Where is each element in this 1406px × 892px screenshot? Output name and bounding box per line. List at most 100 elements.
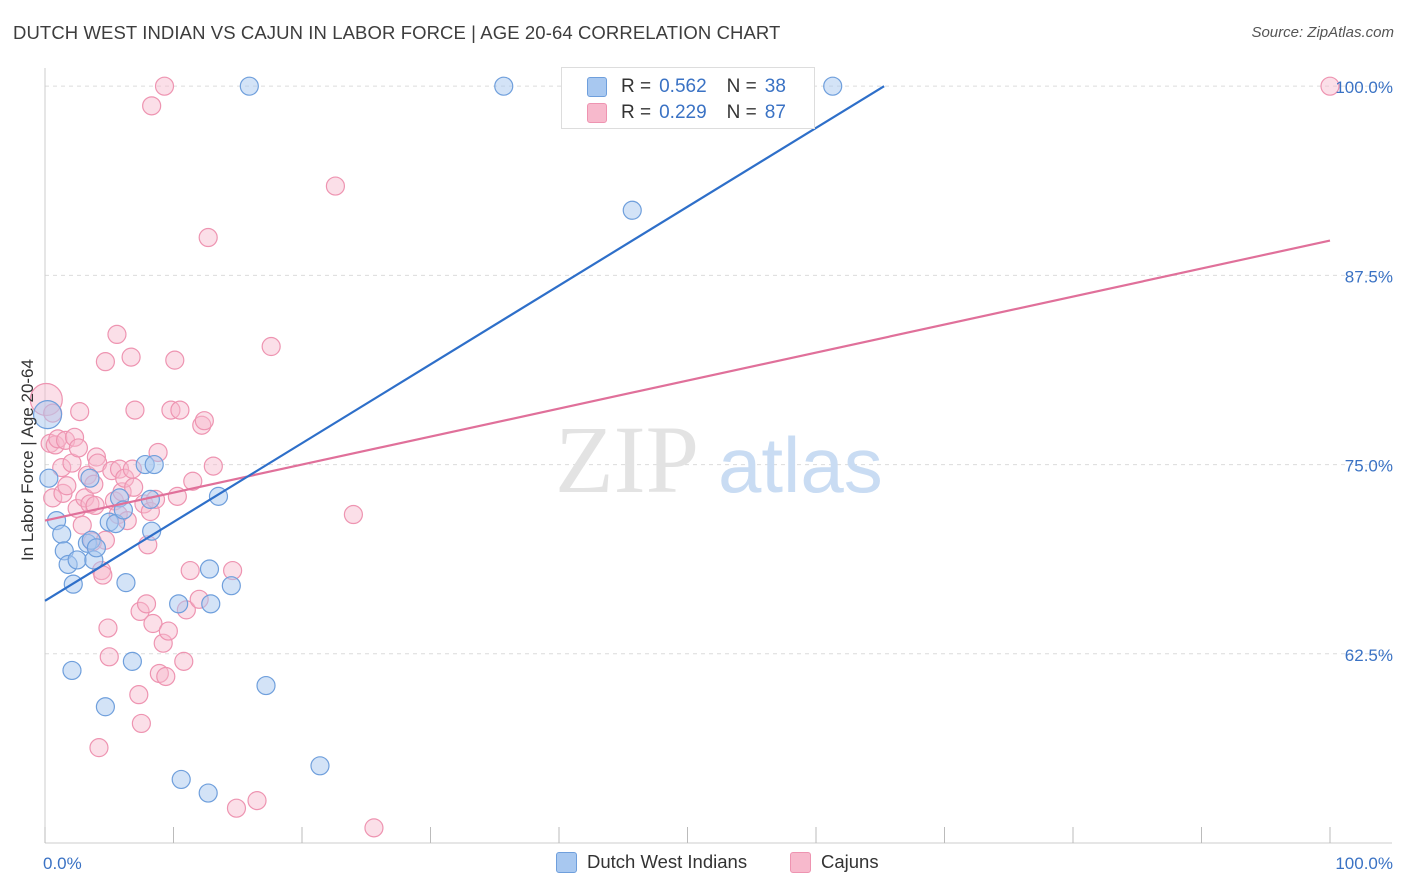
dutch-west-indian-point — [199, 559, 220, 579]
watermark-zip: ZIP — [555, 406, 699, 513]
cajun-point — [68, 438, 89, 458]
legend-row-dutch-west-indians: R = 0.562 N = 38 — [587, 74, 786, 100]
cajun-point — [48, 429, 68, 449]
cajun-point — [203, 456, 223, 476]
dutch-west-indian-point — [144, 454, 164, 475]
series-legend-cajuns: Cajuns — [790, 851, 879, 873]
dutch-west-indian-point — [39, 468, 59, 488]
gridlines — [45, 85, 1392, 655]
legend-n-label: N = — [726, 76, 757, 97]
cajun-point — [72, 515, 92, 535]
cajun-point — [64, 427, 85, 447]
dutch-west-indian-point — [256, 675, 276, 696]
cajun-point — [1320, 76, 1340, 96]
cajun-point — [343, 504, 363, 525]
legend-row-cajuns: R = 0.229 N = 87 — [587, 100, 786, 126]
trend-lines — [44, 85, 1331, 602]
correlation-legend: R = 0.562 N = 38 R = 0.229 N = 87 — [561, 67, 815, 129]
watermark-atlas: atlas — [718, 421, 883, 509]
dutch-west-indian-point — [201, 594, 221, 614]
cajun-point — [124, 477, 144, 497]
dutch-west-indian-point — [80, 468, 100, 488]
cajun-point — [75, 488, 95, 508]
dutch-west-indian-point — [95, 697, 115, 717]
cajun-point — [89, 738, 109, 758]
dutch-west-indian-point — [171, 769, 191, 790]
y-tick-label: 75.0% — [1345, 457, 1393, 476]
cajun-point — [98, 618, 118, 638]
legend-swatch-pink — [587, 103, 607, 123]
series-swatch-pink — [790, 851, 811, 873]
cajun-point — [158, 621, 178, 641]
dutch-west-indian-point — [494, 76, 514, 96]
dutch-west-indian-point — [310, 756, 330, 776]
cajun-point — [261, 336, 281, 357]
cajun-point — [180, 560, 200, 581]
dutch-west-indian-point — [62, 660, 82, 681]
cajun-point — [165, 350, 185, 370]
cajun-point — [57, 476, 77, 496]
cajun-point — [174, 651, 194, 671]
cajun-point — [121, 347, 141, 367]
cajun-point — [198, 227, 218, 248]
dutch-west-indian-points — [32, 76, 843, 803]
cajun-point — [70, 402, 90, 422]
dutch-west-indian-point — [823, 76, 843, 96]
y-tick-label: 62.5% — [1345, 646, 1393, 665]
dutch-west-indian-point — [239, 76, 259, 96]
cajun-point — [52, 458, 72, 478]
cajun-point — [129, 685, 149, 705]
cajun-trend-line — [44, 239, 1331, 522]
dutch-west-indian-trend-line — [44, 85, 885, 602]
dutch-west-indian-point — [622, 200, 642, 220]
legend-r-value: 0.562 — [659, 76, 707, 97]
dutch-west-indian-point — [198, 783, 218, 803]
dutch-west-indian-point — [86, 538, 107, 558]
y-tick-label: 87.5% — [1345, 267, 1393, 286]
cajun-point — [153, 633, 173, 653]
cajun-point — [183, 471, 203, 491]
y-axis-label: In Labor Force | Age 20-64 — [18, 359, 37, 561]
cajun-point — [325, 176, 346, 196]
dutch-west-indian-point — [122, 651, 142, 671]
dutch-west-indian-point — [32, 400, 63, 430]
legend-swatch-blue — [587, 77, 607, 97]
cajun-point — [143, 613, 163, 634]
dutch-west-indian-point — [116, 573, 136, 593]
cajun-point — [125, 400, 145, 420]
tick-labels: 62.5% 75.0% 87.5% 100.0% 0.0% 100.0% — [43, 78, 1393, 873]
cajun-point — [43, 488, 63, 508]
dutch-west-indian-point — [221, 576, 241, 596]
watermark: ZIP atlas — [555, 406, 883, 513]
cajun-point — [107, 324, 127, 345]
cajun-point — [364, 818, 384, 838]
legend-r-value: 0.229 — [659, 102, 707, 123]
dutch-west-indian-point — [169, 594, 189, 614]
dutch-west-indian-point — [52, 524, 72, 544]
x-tick-label: 0.0% — [43, 854, 82, 873]
series-label-cajuns: Cajuns — [821, 851, 879, 872]
series-legend: Dutch West Indians Cajuns — [0, 851, 1406, 879]
cajun-point — [136, 594, 157, 614]
cajun-point — [170, 400, 190, 420]
cajun-point — [131, 713, 151, 734]
legend-n-value: 38 — [764, 76, 786, 97]
dutch-west-indian-point — [142, 521, 162, 541]
cajun-point — [194, 411, 214, 431]
axes — [44, 68, 1392, 844]
cajun-point — [226, 798, 247, 818]
series-legend-dutch-west-indians: Dutch West Indians — [556, 851, 747, 873]
legend-n-value: 87 — [764, 102, 786, 123]
source-label: Source: ZipAtlas.com — [1251, 24, 1394, 41]
chart-title: DUTCH WEST INDIAN VS CAJUN IN LABOR FORC… — [13, 22, 781, 43]
cajun-point — [156, 666, 176, 687]
cajun-point — [130, 601, 150, 622]
cajun-point — [142, 96, 162, 116]
cajun-point — [95, 352, 115, 372]
legend-r-label: R = — [621, 76, 652, 97]
series-swatch-blue — [556, 851, 577, 873]
cajun-point — [247, 791, 267, 811]
cajun-point — [99, 647, 119, 667]
dutch-west-indian-point — [67, 550, 87, 570]
